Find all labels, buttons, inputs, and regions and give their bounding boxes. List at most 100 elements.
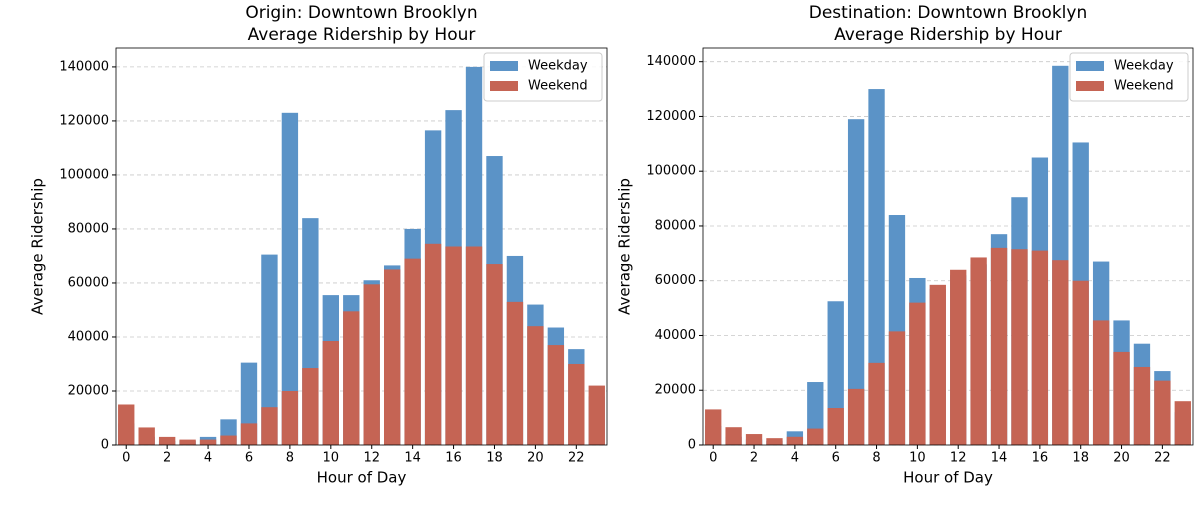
y-tick-label: 40000: [655, 328, 696, 343]
legend: Weekday Weekend: [483, 52, 603, 102]
bar: [888, 331, 906, 445]
legend-label: Weekday: [1114, 59, 1174, 74]
x-tick-label: 18: [1072, 451, 1089, 466]
bar: [1113, 351, 1130, 445]
x-tick-label: 0: [122, 451, 130, 466]
y-tick-label: 100000: [646, 164, 696, 179]
chart-title: Average Ridership by Hour: [834, 25, 1062, 45]
bar: [261, 407, 278, 445]
y-tick-label: 60000: [655, 273, 696, 288]
chart-title: Average Ridership by Hour: [248, 25, 476, 45]
chart-title: Origin: Downtown Brooklyn: [245, 3, 477, 23]
legend-label: Weekday: [528, 59, 588, 74]
bar: [827, 408, 844, 445]
x-tick-label: 14: [404, 451, 421, 466]
bar: [1052, 260, 1069, 445]
y-tick-label: 0: [688, 438, 696, 453]
x-tick-label: 22: [568, 451, 585, 466]
bar: [281, 112, 299, 445]
bar: [118, 404, 135, 445]
x-tick-label: 18: [486, 451, 503, 466]
bar: [322, 341, 339, 445]
bar: [929, 284, 946, 445]
bar: [909, 302, 926, 445]
y-tick-label: 120000: [646, 109, 696, 124]
y-tick-label: 20000: [68, 383, 109, 398]
x-axis-label: Hour of Day: [317, 469, 407, 487]
bar: [158, 436, 176, 445]
x-tick-label: 8: [872, 451, 880, 466]
bar: [281, 390, 299, 445]
bar: [220, 435, 237, 445]
legend-swatch: [1076, 81, 1104, 91]
bar: [568, 363, 585, 445]
bar: [465, 246, 483, 445]
bar: [786, 436, 804, 445]
y-tick-label: 20000: [655, 383, 696, 398]
bar: [868, 362, 885, 445]
bar: [527, 326, 544, 445]
bar: [1133, 366, 1151, 445]
plot-frame: [115, 47, 608, 446]
bar: [705, 409, 722, 445]
plot-frame: [702, 47, 1194, 446]
y-tick-label: 140000: [59, 59, 109, 74]
bar: [950, 269, 967, 445]
bar: [990, 247, 1008, 445]
x-tick-label: 12: [363, 451, 380, 466]
legend-label: Weekend: [528, 79, 588, 94]
bar: [547, 345, 565, 445]
bar: [1092, 320, 1110, 445]
bar: [363, 284, 380, 445]
y-tick-label: 100000: [59, 167, 109, 182]
x-tick-label: 8: [286, 451, 294, 466]
chart-title: Destination: Downtown Brooklyn: [809, 3, 1087, 23]
x-tick-label: 16: [1032, 451, 1049, 466]
x-tick-label: 12: [950, 451, 967, 466]
x-tick-label: 22: [1154, 451, 1171, 466]
bar: [725, 427, 742, 445]
bar: [199, 439, 217, 445]
bar: [807, 428, 824, 445]
bar: [424, 243, 442, 445]
legend-label: Weekend: [1114, 79, 1174, 94]
bar: [847, 119, 865, 445]
bar: [179, 439, 196, 445]
legend: Weekday Weekend: [1069, 52, 1189, 102]
y-tick-label: 40000: [68, 329, 109, 344]
y-tick-label: 120000: [59, 113, 109, 128]
x-tick-label: 10: [909, 451, 926, 466]
y-tick-label: 140000: [646, 54, 696, 69]
bar: [868, 89, 885, 445]
legend-swatch: [490, 81, 518, 91]
bar: [384, 269, 401, 445]
x-tick-label: 0: [709, 451, 717, 466]
x-tick-label: 6: [245, 451, 253, 466]
bar: [506, 301, 524, 445]
x-tick-label: 4: [791, 451, 799, 466]
x-tick-label: 2: [163, 451, 171, 466]
x-axis-label: Hour of Day: [903, 469, 993, 487]
bar: [240, 423, 258, 445]
bar: [343, 311, 360, 445]
x-tick-label: 10: [323, 451, 340, 466]
legend-swatch: [490, 61, 518, 71]
y-axis-label: Average Ridership: [616, 178, 634, 315]
bar: [138, 427, 155, 445]
x-tick-label: 4: [204, 451, 212, 466]
bar: [1072, 280, 1089, 445]
y-tick-label: 0: [101, 438, 109, 453]
y-axis-label: Average Ridership: [29, 178, 47, 315]
bar: [1154, 380, 1171, 445]
y-tick-label: 60000: [68, 275, 109, 290]
x-tick-label: 14: [991, 451, 1008, 466]
x-tick-label: 2: [750, 451, 758, 466]
bar: [1031, 250, 1049, 445]
x-tick-label: 6: [832, 451, 840, 466]
y-tick-label: 80000: [655, 218, 696, 233]
x-tick-label: 20: [527, 451, 544, 466]
legend-swatch: [1076, 61, 1104, 71]
y-tick-label: 80000: [68, 221, 109, 236]
bar: [847, 388, 865, 445]
